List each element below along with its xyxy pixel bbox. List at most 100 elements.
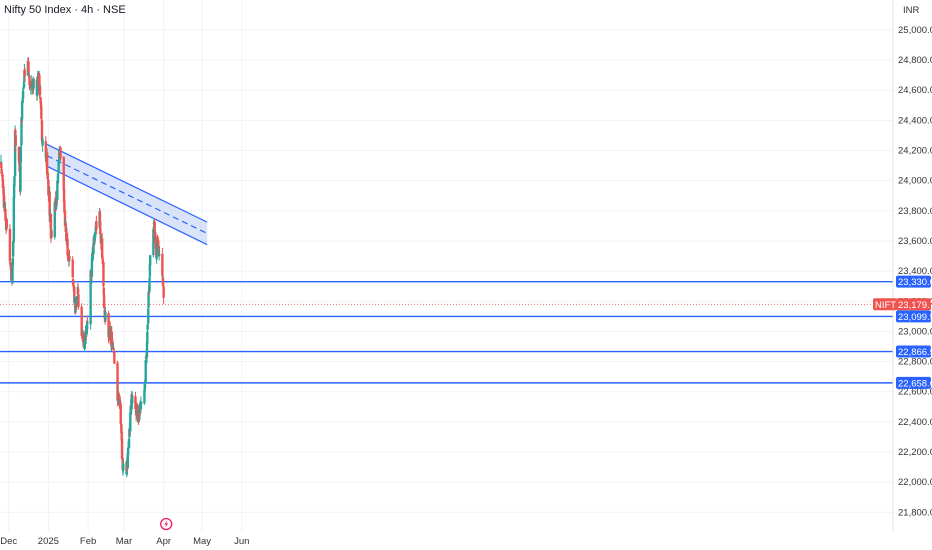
y-tick-label: 24,800.00 [898,55,932,66]
y-tick-label: 22,600.00 [898,387,932,398]
candle-body [1,174,4,181]
y-tick-label: 21,800.00 [898,507,932,518]
candle-body [62,189,66,203]
candle-body [111,347,115,349]
candle-body [77,294,80,307]
channel-upper-line [46,143,208,223]
candle-body [72,283,75,287]
candle-body [19,146,23,163]
candle-body [11,263,14,284]
descending-channel [46,143,208,246]
candle-body [113,352,116,364]
candle-body [93,232,97,238]
y-tick-label: 24,600.00 [898,85,932,96]
candle-body [62,156,65,191]
candle-body [4,209,7,221]
candle-body [154,239,158,249]
candle-body [80,306,83,337]
candle-body [85,321,89,329]
candle-body [90,258,94,277]
y-tick-label: 25,000.00 [898,25,932,36]
candle-body [38,86,42,96]
candle-body [98,211,102,221]
candle-body [92,243,95,254]
candle-body [65,232,69,241]
candle-body [86,321,89,323]
x-tick-label: Jun [234,536,249,547]
candle-body [155,255,158,260]
candle-body [161,277,165,287]
candle-body [122,463,125,471]
level-price-label: 23,330.05 [898,277,932,288]
candle-body [67,254,70,260]
candle-body [156,243,160,246]
level-price-label: 23,099.50 [898,312,932,323]
candle-body [19,163,22,191]
chart-title: Nifty 50 Index · 4h · NSE [4,4,126,16]
candle-body [68,256,71,260]
x-tick-label: 2025 [38,536,59,547]
candle-body [157,253,161,256]
candle-body [140,401,143,405]
candle-body [147,308,150,324]
candle-body [162,286,165,298]
candle-body [50,230,53,237]
candle-body [129,412,132,432]
candle-body [13,130,17,177]
candle-body [59,147,62,158]
candle-body [104,311,107,321]
candle-body [32,78,35,88]
candle-body [120,431,123,441]
level-price-tag [896,376,931,389]
candle-body [40,120,44,141]
y-tick-label: 22,400.00 [898,417,932,428]
y-tick-label: 24,200.00 [898,146,932,157]
candle-body [20,100,24,120]
candle-body [14,134,17,147]
candle-body [53,203,56,238]
candle-body [144,360,147,383]
candle-body [148,255,152,266]
candle-body [0,169,3,174]
level-price-label: 22,658.60 [898,378,932,389]
price-tags: 23,330.05 23,099.50 22,866.50 22,658.60 NIFT… [873,275,932,389]
candle-body [75,296,79,303]
candle-body [156,236,159,247]
candle-body [28,75,31,86]
candle-body [147,291,150,308]
candle-body [146,331,149,344]
y-tick-label: 23,000.00 [898,326,932,337]
candle-body [20,117,23,146]
channel-fill [47,144,208,245]
candle-body [31,83,34,89]
candle-body [41,139,44,146]
candle-body [161,253,164,276]
candle-body [82,333,85,342]
candle-body [63,200,66,213]
candle-body [89,270,92,325]
x-tick-label: Apr [156,536,171,547]
candle-body [48,191,51,216]
candle-body [147,291,151,293]
candle-series [0,57,165,478]
candle-body [126,447,130,456]
candle-body [23,69,26,76]
candle-body [145,342,149,358]
current-price-tag [896,298,931,311]
level-price-label: 22,866.50 [898,347,932,358]
level-price-tag [896,345,931,358]
candle-body [154,232,157,238]
candle-body [46,172,49,179]
candle-body [152,228,155,256]
candle-body [56,180,59,201]
symbol-tag [873,298,897,311]
candle-body [139,402,143,410]
candle-body [134,396,137,410]
candle-body [5,219,8,228]
candle-body [102,261,105,287]
current-price-label: 23,179.70 [898,300,932,311]
candle-body [107,313,110,338]
candle-body [1,179,5,189]
candle-body [116,391,120,400]
